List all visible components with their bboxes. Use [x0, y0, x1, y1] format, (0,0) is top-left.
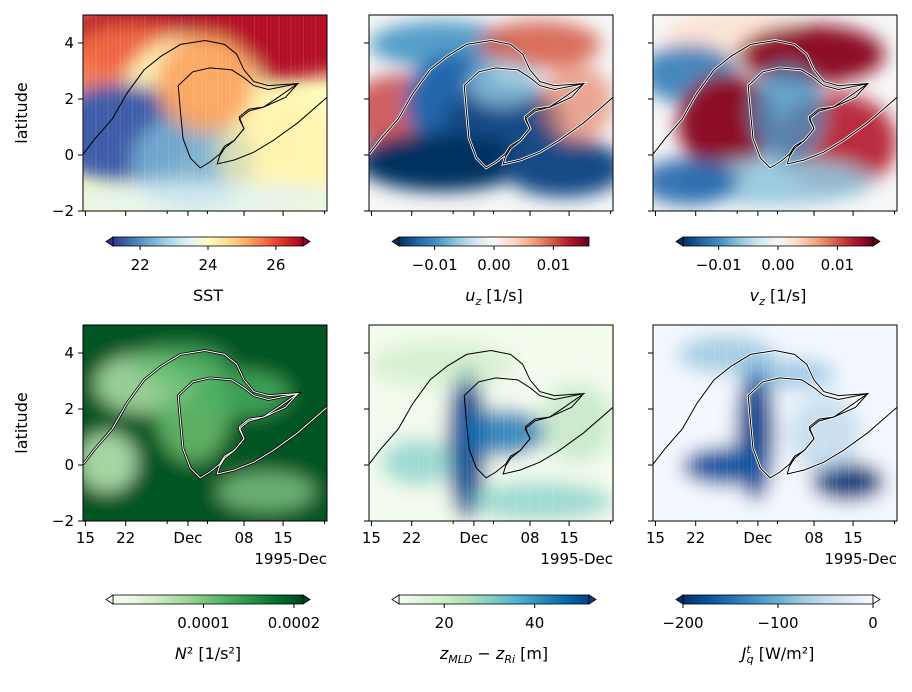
colorbar: −0.01 0.00 0.01 uz [1/s] [391, 236, 590, 308]
colorbar-tick-label: 0.00 [477, 256, 510, 274]
panel-top-middle: −0.01 0.00 0.01 uz [1/s] [364, 14, 614, 308]
colorbar-extend-low [391, 594, 400, 605]
contour-eddy [177, 67, 300, 169]
colorbar-label: vz [1/s] [750, 286, 807, 308]
contour-front [369, 349, 613, 475]
xtick-label: 22 [686, 529, 705, 547]
colorbar-tick-label: −0.01 [412, 256, 458, 274]
xtick-label: 08 [520, 529, 539, 547]
contour-front [653, 39, 897, 165]
ylabel: latitude [12, 82, 31, 143]
colorbar-extend-high [302, 594, 311, 605]
ytick-label: 2 [64, 90, 74, 108]
colorbar-tick-label: 0.00 [761, 256, 794, 274]
heatmap-field [369, 15, 613, 211]
contour-front [369, 39, 613, 165]
colorbar-tick-label: 0.01 [537, 256, 570, 274]
colorbar-extend-low [675, 236, 684, 247]
panel-bottom-middle: 15 22 Dec 08 15 1995-Dec 20 40 zMLD − zRi [m] [362, 324, 614, 666]
xtick-label: 15 [274, 529, 293, 547]
xtick-label: 15 [646, 529, 665, 547]
colorbar-label: N² [1/s²] [175, 644, 241, 663]
xtick-label: 22 [402, 529, 421, 547]
colorbar-label: uz [1/s] [465, 286, 522, 308]
contour-eddy [747, 377, 870, 479]
colorbar-tick-label: −200 [662, 614, 703, 632]
xtick-label: 15 [76, 529, 95, 547]
colorbar-label: Jt q [W/m²] [739, 643, 815, 666]
colorbar-tick-label: −100 [757, 614, 798, 632]
axes-frame [82, 324, 328, 522]
colorbar: 20 40 zMLD − zRi [m] [391, 594, 597, 666]
colorbar-tick-label: −0.01 [696, 256, 742, 274]
heatmap-field [653, 325, 897, 521]
axes-frame [652, 14, 898, 212]
xtick-label: 22 [116, 529, 135, 547]
colorbar-tick-label: 22 [131, 256, 150, 274]
xtick-label: 15 [362, 529, 381, 547]
colorbar-tick-label: 0 [868, 614, 878, 632]
contour-eddy [747, 67, 870, 169]
xtick-label: Dec [459, 529, 488, 547]
colorbar-label: SST [193, 286, 223, 305]
colorbar: −0.01 0.00 0.01 vz [1/s] [675, 236, 881, 308]
axes-frame [652, 324, 898, 522]
xtick-label: 15 [560, 529, 579, 547]
axes-frame [82, 14, 328, 212]
ytick-label: −2 [52, 202, 74, 220]
axes-frame [368, 14, 614, 212]
colorbar: 0.0001 0.0002 N² [1/s²] [105, 594, 321, 663]
colorbar-tick-label: 0.01 [821, 256, 854, 274]
axes-frame [368, 324, 614, 522]
heatmap-field [83, 15, 327, 211]
contour-eddy [463, 377, 586, 479]
colorbar-extend-high [872, 236, 881, 247]
contour-front [83, 349, 327, 475]
contour-eddy [463, 67, 586, 169]
colorbar-extend-high [302, 236, 311, 247]
colorbar-label: zMLD − zRi [m] [439, 644, 548, 666]
xtick-label: 08 [804, 529, 823, 547]
panel-top-right: −0.01 0.00 0.01 vz [1/s] [648, 14, 898, 308]
heatmap-field [369, 325, 613, 521]
colorbar-tick-label: 26 [266, 256, 285, 274]
xtick-label: 15 [844, 529, 863, 547]
heatmap-field [83, 325, 327, 521]
heatmap-field [653, 15, 897, 211]
xaxis-offset: 1995-Dec [254, 550, 327, 568]
colorbar-tick-label: 0.0001 [177, 614, 230, 632]
contour-front [83, 39, 327, 165]
ytick-label: 4 [64, 34, 74, 52]
colorbar-extend-low [105, 236, 114, 247]
contour-eddy [177, 377, 300, 479]
panel-bottom-right: 15 22 Dec 08 15 1995-Dec −200 −100 0 Jt q [W/m²] [646, 324, 898, 666]
ytick-label: 0 [64, 146, 74, 164]
xtick-label: Dec [173, 529, 202, 547]
colorbar-extend-low [675, 594, 684, 605]
colorbar: 22 24 26 SST [105, 236, 311, 305]
colorbar-tick-label: 20 [435, 614, 454, 632]
xaxis-offset: 1995-Dec [824, 550, 897, 568]
colorbar-extend-low [105, 594, 114, 605]
colorbar-tick-label: 0.0002 [268, 614, 321, 632]
ytick-label: 0 [64, 456, 74, 474]
xtick-label: Dec [743, 529, 772, 547]
colorbar-extend-high [588, 594, 597, 605]
colorbar: −200 −100 0 Jt q [W/m²] [662, 594, 881, 666]
xaxis-offset: 1995-Dec [540, 550, 613, 568]
colorbar-tick-label: 40 [525, 614, 544, 632]
colorbar-extend-low [391, 236, 400, 247]
ylabel: latitude [12, 392, 31, 453]
colorbar-extend-high [872, 594, 881, 605]
ytick-label: −2 [52, 512, 74, 530]
contour-front [653, 349, 897, 475]
xtick-label: 08 [234, 529, 253, 547]
ytick-label: 2 [64, 400, 74, 418]
ytick-label: 4 [64, 344, 74, 362]
colorbar-tick-label: 24 [198, 256, 217, 274]
